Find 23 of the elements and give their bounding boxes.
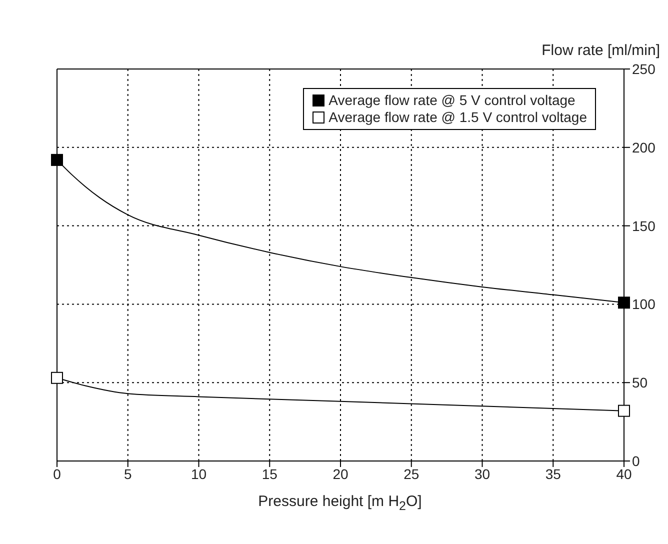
legend-label: Average flow rate @ 5 V control voltage: [328, 92, 576, 109]
x-tick-label: 5: [124, 466, 132, 482]
point: [618, 296, 630, 309]
x-tick-label: 35: [545, 466, 562, 482]
y-axis-title: Flow rate [ml/min]: [542, 42, 660, 59]
legend-label: Average flow rate @ 1.5 V control voltage: [328, 109, 587, 126]
y-tick-label: 100: [632, 296, 656, 312]
y-tick-label: 250: [632, 60, 656, 77]
x-tick-label: 25: [404, 466, 420, 482]
x-axis-title: Pressure height [m H$_{2}$O]: [257, 493, 423, 513]
x-tick-label: 0: [53, 466, 62, 482]
y-tick-label: 150: [632, 218, 656, 234]
x-tick-label: 40: [616, 466, 632, 482]
x-tick-label: 30: [474, 466, 490, 482]
point: [51, 154, 63, 166]
y-tick-label: 50: [632, 374, 648, 391]
point: [618, 404, 630, 417]
x-tick-label: 15: [262, 466, 278, 482]
y-tick-label: 0: [632, 452, 640, 469]
point: [51, 372, 63, 384]
x-tick-label: 20: [332, 466, 348, 482]
x-tick-label: 10: [190, 466, 207, 482]
y-tick-label: 200: [632, 139, 656, 156]
